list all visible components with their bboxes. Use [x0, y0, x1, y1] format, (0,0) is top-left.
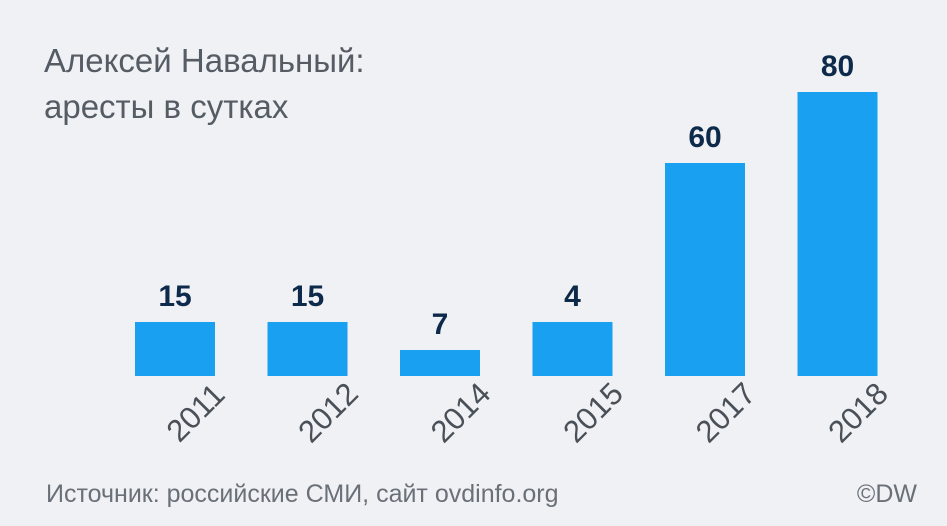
- value-label-2015: 4: [564, 280, 581, 313]
- value-label-2017: 60: [688, 121, 721, 154]
- dw-credit: ©DW: [856, 480, 917, 508]
- bars-group: [135, 92, 878, 376]
- value-label-2011: 15: [158, 280, 191, 313]
- tick-labels-group: 2011 2012 2014 2015 2017 2018: [160, 376, 895, 450]
- tick-label-2018: 2018: [821, 376, 895, 450]
- source-note: Источник: российские СМИ, сайт ovdinfo.o…: [46, 480, 559, 508]
- value-label-2012: 15: [291, 280, 324, 313]
- bar-2012: [267, 322, 348, 376]
- bar-2014: [400, 350, 480, 376]
- chart-title: Алексей Навальный: аресты в сутках: [44, 38, 365, 130]
- value-label-2014: 7: [432, 308, 449, 341]
- tick-label-2012: 2012: [291, 376, 365, 450]
- bar-2011: [135, 322, 215, 376]
- tick-label-2015: 2015: [556, 376, 630, 450]
- chart-subtitle: аресты в сутках: [44, 88, 289, 125]
- bar-2015: [532, 322, 613, 376]
- bar-2017: [665, 163, 745, 376]
- tick-label-2017: 2017: [689, 376, 763, 450]
- tick-label-2011: 2011: [160, 377, 232, 449]
- value-label-2018: 80: [821, 50, 854, 83]
- chart-title-line: Алексей Навальный:: [44, 42, 365, 79]
- value-labels-group: 15 15 7 4 60 80: [158, 50, 854, 341]
- tick-label-2014: 2014: [424, 376, 498, 450]
- bar-2018: [797, 92, 878, 376]
